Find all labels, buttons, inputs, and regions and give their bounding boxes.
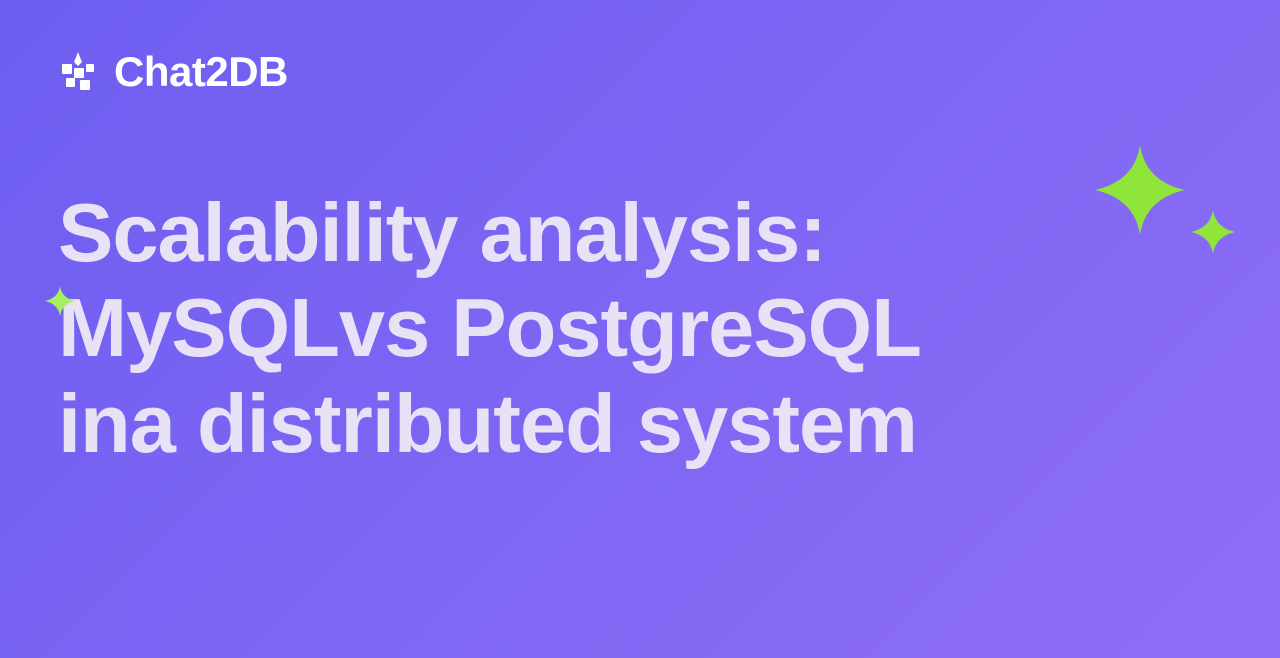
sparkle-icon bbox=[1095, 145, 1185, 240]
brand-logo: Chat2DB bbox=[56, 48, 288, 96]
brand-logo-mark bbox=[56, 50, 100, 94]
sparkle-icon bbox=[1191, 210, 1235, 259]
sparkle-icon bbox=[45, 286, 75, 321]
hero-title-line1: Scalability analysis: bbox=[58, 186, 826, 279]
hero-title: Scalability analysis: MySQLvs PostgreSQL… bbox=[58, 185, 1220, 471]
hero-title-line2: MySQLvs PostgreSQL bbox=[58, 281, 921, 374]
promo-card: Chat2DB Scalability analysis: MySQLvs Po… bbox=[0, 0, 1280, 658]
brand-name: Chat2DB bbox=[114, 48, 288, 96]
hero-title-line3: ina distributed system bbox=[58, 377, 917, 470]
